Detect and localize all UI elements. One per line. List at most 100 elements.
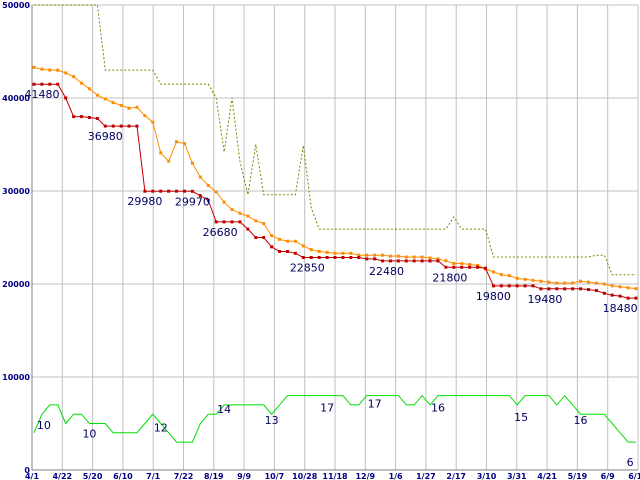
data-point-average [206,183,210,187]
data-point-lowest [452,265,456,269]
data-point-average [48,68,52,72]
x-tick-label: 10/7 [265,472,285,480]
data-point-lowest [563,287,567,291]
series-group [32,4,638,443]
x-tick-label: 1/6 [389,472,403,480]
y-tick-label: 20000 [2,280,30,289]
data-point-average [523,277,527,281]
data-point-lowest [40,82,44,86]
data-point-average [159,151,163,155]
data-point-average [404,255,408,259]
data-point-lowest [119,124,123,128]
data-point-lowest [579,287,583,291]
data-point-lowest [32,82,36,86]
data-label-lowest: 22480 [369,265,404,278]
data-point-average [143,114,147,118]
data-point-average [254,219,258,223]
data-point-average [610,284,614,288]
data-point-lowest [56,82,60,86]
data-point-average [222,200,226,204]
data-point-average [293,239,297,243]
data-point-lowest [254,236,258,239]
data-point-lowest [206,198,210,202]
data-point-average [317,249,321,253]
data-point-lowest [285,249,289,253]
data-point-lowest [87,116,91,120]
x-tick-label: 2/17 [446,472,466,480]
x-tick-label: 7/1 [146,472,160,480]
data-point-lowest [127,124,131,128]
data-point-lowest [190,189,194,193]
data-point-average [388,254,392,258]
x-tick-label: 5/20 [83,472,103,480]
x-tick-label: 6/10 [113,472,133,480]
data-point-lowest [491,284,495,288]
data-point-average [452,262,456,266]
data-point-lowest [214,220,218,224]
data-point-average [32,65,36,69]
data-point-lowest [381,259,385,263]
x-tick-label: 6/9 [601,472,615,480]
data-point-lowest [602,291,606,295]
data-point-average [428,256,432,260]
data-label-count: 17 [320,402,334,415]
data-point-lowest [531,284,535,288]
x-tick-label: 4/22 [52,472,72,480]
data-point-lowest [246,227,250,231]
x-tick-label: 10/28 [292,472,318,480]
x-tick-label: 3/10 [477,472,497,480]
data-point-average [309,248,313,252]
data-point-average [515,276,519,280]
series-line-count [33,394,636,443]
x-axis-ticks: 4/1 4/22 5/20 6/10 7/1 7/22 8/19 9/9 10/7 10/28 11… [25,472,640,480]
data-point-lowest [357,255,361,259]
x-tick-label: 4/1 [25,472,39,480]
data-point-average [262,222,266,226]
data-point-average [396,254,400,258]
data-label-count: 13 [265,414,279,427]
data-point-average [602,282,606,286]
data-point-lowest [507,284,511,288]
data-point-lowest [278,249,282,253]
x-tick-label: 1/27 [416,472,436,480]
data-point-average [246,214,250,218]
data-point-average [175,140,179,144]
data-label-count: 15 [514,411,528,424]
data-point-average [278,237,282,241]
data-point-lowest [167,189,171,193]
data-point-lowest [436,259,440,263]
data-point-lowest [626,296,630,300]
data-point-average [270,234,274,238]
data-point-average [230,208,234,212]
data-point-average [539,279,543,283]
data-point-lowest [420,259,424,263]
x-tick-label: 12/9 [355,472,375,480]
data-point-lowest [333,255,337,259]
data-point-average [412,255,416,259]
data-point-average [40,67,44,71]
data-point-average [531,278,535,282]
data-point-average [634,287,638,291]
data-point-average [468,262,472,266]
data-point-average [563,281,567,285]
x-tick-label: 6/16 [628,472,640,480]
data-point-average [547,280,551,284]
data-point-lowest [444,265,448,269]
data-point-lowest [555,287,559,291]
data-label-lowest: 18480 [603,302,638,315]
data-point-average [357,253,361,257]
data-point-average [111,101,115,105]
data-label-count: 10 [82,428,96,441]
data-label-count: 16 [431,402,445,415]
data-point-average [507,274,511,278]
data-label-count: 10 [37,419,51,432]
data-point-average [618,285,622,289]
data-point-average [365,253,369,257]
data-point-average [571,281,575,285]
data-point-lowest [404,259,408,263]
chart-axes [31,5,638,471]
data-point-average [341,251,345,255]
data-point-average [333,251,337,255]
data-point-average [64,71,68,75]
data-point-average [183,142,186,146]
